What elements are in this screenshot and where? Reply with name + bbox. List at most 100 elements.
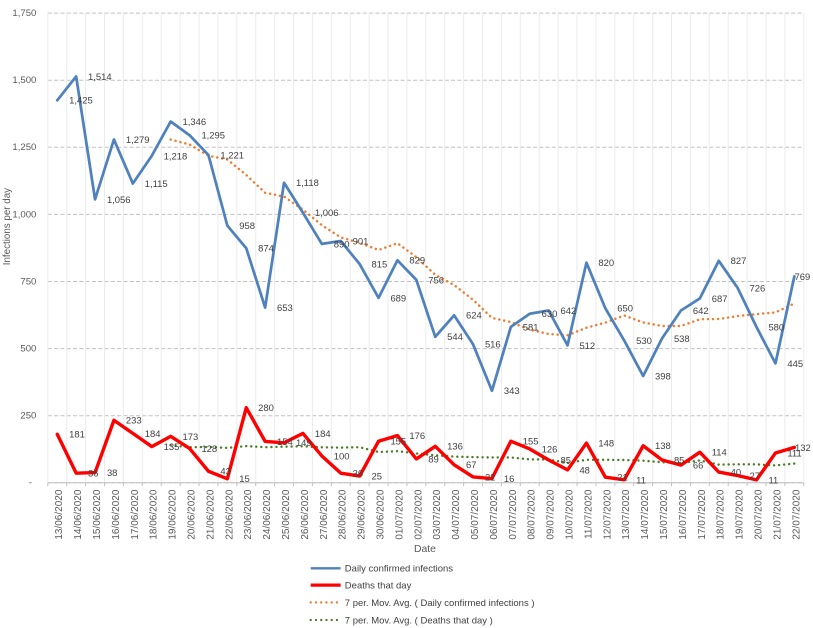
- svg-text:516: 516: [485, 340, 501, 351]
- svg-text:398: 398: [655, 371, 671, 382]
- svg-text:27: 27: [750, 471, 761, 482]
- svg-text:15: 15: [239, 474, 250, 485]
- svg-text:24/06/2020: 24/06/2020: [262, 489, 273, 539]
- svg-text:14/06/2020: 14/06/2020: [73, 489, 84, 539]
- svg-text:642: 642: [693, 306, 709, 317]
- svg-text:03/07/2020: 03/07/2020: [432, 489, 443, 539]
- svg-text:750: 750: [20, 276, 36, 287]
- svg-text:184: 184: [315, 429, 331, 440]
- svg-text:890: 890: [334, 239, 350, 250]
- svg-text:624: 624: [466, 311, 482, 322]
- svg-text:1,500: 1,500: [12, 75, 36, 86]
- svg-text:132: 132: [795, 443, 811, 454]
- svg-text:15/06/2020: 15/06/2020: [92, 489, 103, 539]
- svg-text:22: 22: [485, 472, 496, 483]
- svg-text:04/07/2020: 04/07/2020: [451, 489, 462, 539]
- svg-text:580: 580: [768, 323, 784, 334]
- svg-text:1,000: 1,000: [12, 209, 36, 220]
- svg-text:11: 11: [636, 475, 646, 486]
- svg-text:16/06/2020: 16/06/2020: [111, 489, 122, 539]
- svg-text:7 per. Mov. Avg. ( Daily confi: 7 per. Mov. Avg. ( Daily confirmed infec…: [345, 598, 535, 609]
- svg-text:343: 343: [504, 386, 520, 397]
- svg-text:26/06/2020: 26/06/2020: [300, 489, 311, 539]
- svg-text:Daily confirmed infections: Daily confirmed infections: [345, 564, 453, 575]
- svg-text:820: 820: [598, 258, 614, 269]
- svg-text:38: 38: [107, 468, 118, 479]
- svg-text:85: 85: [561, 455, 572, 466]
- svg-text:687: 687: [712, 294, 728, 305]
- svg-text:Deaths that day: Deaths that day: [345, 581, 412, 592]
- svg-text:Date: Date: [414, 544, 436, 555]
- svg-text:11: 11: [768, 475, 778, 486]
- svg-text:1,750: 1,750: [12, 8, 36, 19]
- svg-text:18/06/2020: 18/06/2020: [149, 489, 160, 539]
- svg-text:05/07/2020: 05/07/2020: [470, 489, 481, 539]
- svg-text:11/07/2020: 11/07/2020: [583, 489, 594, 539]
- svg-text:126: 126: [542, 444, 558, 455]
- svg-text:19/06/2020: 19/06/2020: [168, 489, 179, 539]
- svg-text:1,346: 1,346: [183, 117, 207, 128]
- svg-text:500: 500: [20, 344, 36, 355]
- svg-text:176: 176: [409, 431, 425, 442]
- svg-text:21: 21: [617, 473, 628, 484]
- svg-text:14/07/2020: 14/07/2020: [640, 489, 651, 539]
- svg-text:653: 653: [277, 303, 293, 314]
- svg-text:1,279: 1,279: [126, 135, 150, 146]
- svg-text:111: 111: [787, 448, 801, 459]
- svg-text:1,221: 1,221: [220, 150, 244, 161]
- svg-text:138: 138: [655, 441, 671, 452]
- svg-text:36: 36: [88, 469, 99, 480]
- svg-text:901: 901: [353, 236, 369, 247]
- svg-text:13/07/2020: 13/07/2020: [621, 489, 632, 539]
- svg-text:233: 233: [126, 416, 142, 427]
- svg-text:10/07/2020: 10/07/2020: [564, 489, 575, 539]
- svg-text:18/07/2020: 18/07/2020: [716, 489, 727, 539]
- svg-text:1,006: 1,006: [315, 208, 339, 219]
- svg-text:280: 280: [258, 403, 274, 414]
- svg-text:17/06/2020: 17/06/2020: [130, 489, 141, 539]
- svg-text:581: 581: [523, 322, 539, 333]
- svg-text:512: 512: [579, 341, 595, 352]
- svg-text:25/06/2020: 25/06/2020: [281, 489, 292, 539]
- svg-text:36: 36: [353, 469, 364, 480]
- svg-text:7 per. Mov. Avg. ( Deaths that: 7 per. Mov. Avg. ( Deaths that day ): [345, 615, 493, 626]
- svg-text:16: 16: [504, 474, 514, 485]
- svg-text:66: 66: [693, 460, 704, 471]
- svg-text:-: -: [29, 478, 32, 489]
- svg-text:13/06/2020: 13/06/2020: [54, 489, 65, 539]
- svg-text:23/06/2020: 23/06/2020: [243, 489, 254, 539]
- svg-text:1,250: 1,250: [12, 142, 36, 153]
- svg-text:155: 155: [523, 437, 539, 448]
- svg-text:181: 181: [69, 430, 85, 441]
- svg-text:20/06/2020: 20/06/2020: [186, 489, 197, 539]
- svg-text:22/06/2020: 22/06/2020: [224, 489, 235, 539]
- svg-text:642: 642: [561, 306, 577, 317]
- svg-text:1,425: 1,425: [69, 96, 93, 107]
- svg-text:19/07/2020: 19/07/2020: [735, 489, 746, 539]
- svg-text:43: 43: [220, 467, 231, 478]
- svg-text:148: 148: [598, 438, 614, 449]
- svg-text:128: 128: [201, 444, 217, 455]
- svg-text:28/06/2020: 28/06/2020: [338, 489, 349, 539]
- svg-text:136: 136: [447, 442, 463, 453]
- svg-text:114: 114: [712, 448, 727, 459]
- svg-text:149: 149: [296, 438, 312, 449]
- svg-text:07/07/2020: 07/07/2020: [508, 489, 519, 539]
- svg-text:21/07/2020: 21/07/2020: [772, 489, 783, 539]
- svg-text:89: 89: [428, 454, 439, 465]
- svg-text:958: 958: [239, 221, 255, 232]
- svg-text:09/07/2020: 09/07/2020: [546, 489, 557, 539]
- svg-text:154: 154: [277, 437, 293, 448]
- svg-text:85: 85: [674, 455, 685, 466]
- svg-text:1,115: 1,115: [145, 179, 168, 190]
- svg-text:630: 630: [542, 309, 558, 320]
- svg-text:01/07/2020: 01/07/2020: [394, 489, 405, 539]
- svg-text:874: 874: [258, 244, 274, 255]
- svg-text:538: 538: [674, 334, 690, 345]
- svg-text:1,218: 1,218: [164, 151, 188, 162]
- svg-text:827: 827: [731, 256, 747, 267]
- svg-text:15/07/2020: 15/07/2020: [659, 489, 670, 539]
- svg-text:67: 67: [466, 460, 477, 471]
- svg-text:769: 769: [795, 272, 811, 283]
- svg-text:650: 650: [617, 304, 633, 315]
